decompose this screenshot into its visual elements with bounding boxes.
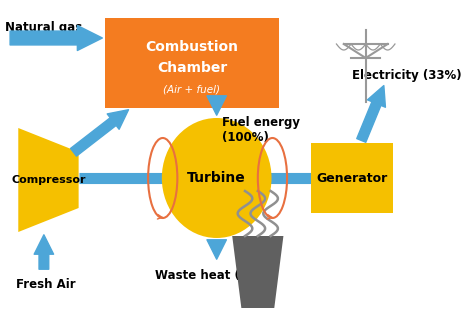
Text: Fresh Air: Fresh Air [17,278,76,291]
Text: Electricity (33%): Electricity (33%) [352,68,462,82]
Polygon shape [232,236,283,308]
Text: Chamber: Chamber [157,60,227,75]
Polygon shape [18,128,79,232]
Bar [105,18,279,108]
Text: Waste heat (67%): Waste heat (67%) [155,268,273,282]
Text: Turbine: Turbine [187,171,246,185]
Text: Natural gas: Natural gas [6,21,83,35]
Text: Fuel energy
(100%): Fuel energy (100%) [222,116,300,144]
Text: Generator: Generator [316,171,388,185]
Text: Combustion: Combustion [146,40,238,54]
Circle shape [162,118,272,238]
Text: (Air + fuel): (Air + fuel) [164,85,220,95]
Bar [311,143,393,213]
Text: Compressor: Compressor [11,175,86,185]
